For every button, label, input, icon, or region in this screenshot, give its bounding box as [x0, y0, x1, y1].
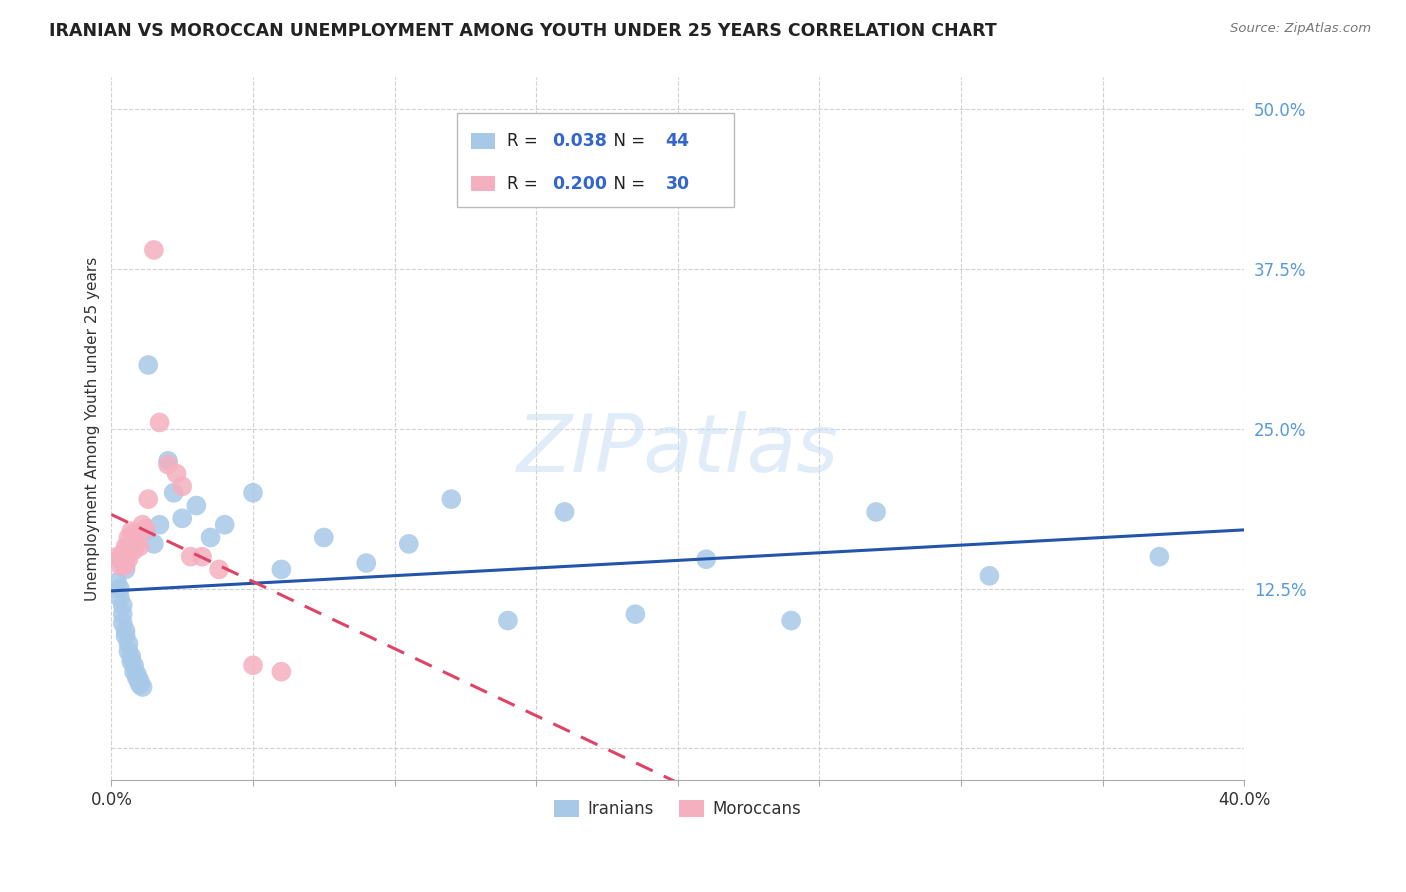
Point	[117, 636, 139, 650]
Point	[114, 552, 136, 566]
Point	[128, 677, 150, 691]
Text: 0.038: 0.038	[553, 132, 607, 150]
Point	[242, 485, 264, 500]
Point	[496, 614, 519, 628]
Point	[120, 649, 142, 664]
Point	[108, 591, 131, 605]
Point	[120, 524, 142, 538]
Point	[114, 558, 136, 573]
Point	[136, 358, 159, 372]
Point	[157, 458, 180, 472]
Point	[108, 558, 131, 573]
Point	[356, 556, 378, 570]
FancyBboxPatch shape	[471, 176, 495, 192]
Text: 30: 30	[665, 175, 689, 193]
Point	[117, 540, 139, 554]
Point	[865, 505, 887, 519]
Point	[214, 517, 236, 532]
Text: ZIPatlas: ZIPatlas	[517, 411, 839, 489]
Point	[111, 599, 134, 613]
FancyBboxPatch shape	[457, 112, 734, 208]
Point	[157, 454, 180, 468]
Point	[122, 543, 145, 558]
Text: Source: ZipAtlas.com: Source: ZipAtlas.com	[1230, 22, 1371, 36]
Y-axis label: Unemployment Among Youth under 25 years: Unemployment Among Youth under 25 years	[86, 257, 100, 601]
Point	[114, 624, 136, 638]
Point	[200, 531, 222, 545]
Point	[111, 616, 134, 631]
Point	[108, 552, 131, 566]
Point	[125, 667, 148, 681]
Point	[780, 614, 803, 628]
Point	[120, 655, 142, 669]
Point	[114, 629, 136, 643]
Point	[163, 485, 186, 500]
Point	[172, 479, 194, 493]
Point	[105, 549, 128, 564]
Text: IRANIAN VS MOROCCAN UNEMPLOYMENT AMONG YOUTH UNDER 25 YEARS CORRELATION CHART: IRANIAN VS MOROCCAN UNEMPLOYMENT AMONG Y…	[49, 22, 997, 40]
Point	[624, 607, 647, 622]
Point	[111, 607, 134, 622]
Point	[122, 665, 145, 679]
Point	[114, 540, 136, 554]
Point	[186, 499, 208, 513]
FancyBboxPatch shape	[471, 133, 495, 149]
Point	[148, 416, 170, 430]
Point	[117, 644, 139, 658]
Point	[128, 540, 150, 554]
Point	[117, 552, 139, 566]
Point	[1149, 549, 1171, 564]
Point	[105, 575, 128, 590]
Point	[191, 549, 214, 564]
Point	[111, 547, 134, 561]
Point	[440, 492, 463, 507]
Point	[270, 562, 292, 576]
Point	[166, 467, 188, 481]
Point	[180, 549, 202, 564]
Point	[125, 671, 148, 685]
Point	[131, 680, 153, 694]
Point	[125, 534, 148, 549]
Point	[122, 658, 145, 673]
Point	[312, 531, 335, 545]
Point	[270, 665, 292, 679]
Point	[111, 556, 134, 570]
Point	[128, 673, 150, 688]
Point	[398, 537, 420, 551]
Point	[142, 243, 165, 257]
Point	[131, 517, 153, 532]
Legend: Iranians, Moroccans: Iranians, Moroccans	[548, 793, 808, 825]
Point	[695, 552, 717, 566]
Point	[554, 505, 576, 519]
Point	[208, 562, 231, 576]
Text: R =: R =	[506, 175, 543, 193]
Point	[172, 511, 194, 525]
Point	[142, 537, 165, 551]
Point	[117, 531, 139, 545]
Text: 44: 44	[665, 132, 689, 150]
Point	[134, 522, 156, 536]
Point	[134, 524, 156, 538]
Point	[136, 492, 159, 507]
Point	[114, 562, 136, 576]
Point	[148, 517, 170, 532]
Text: N =: N =	[603, 132, 651, 150]
Point	[979, 569, 1001, 583]
Point	[242, 658, 264, 673]
Point	[122, 526, 145, 541]
Text: 0.200: 0.200	[553, 175, 607, 193]
Point	[120, 537, 142, 551]
Text: R =: R =	[506, 132, 543, 150]
Point	[108, 582, 131, 596]
Text: N =: N =	[603, 175, 651, 193]
